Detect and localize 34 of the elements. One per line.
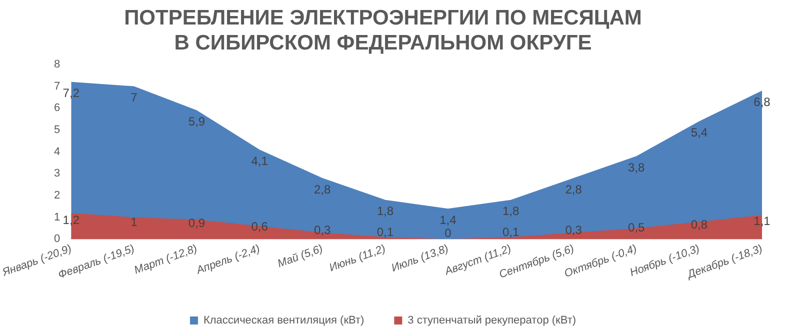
y-tick-label: 4 (54, 146, 60, 158)
data-label: 0 (444, 226, 452, 240)
data-label: 1 (130, 215, 138, 230)
data-label: 0,8 (690, 217, 708, 232)
data-label: 2,8 (565, 182, 582, 196)
data-label: 1,4 (440, 212, 457, 227)
data-label: 5,9 (188, 114, 206, 129)
data-label: 7 (130, 90, 138, 105)
legend-label: 3 ступенчатый рекуператор (кВт) (408, 314, 576, 327)
y-tick-label: 7 (54, 80, 60, 92)
y-tick-label: 2 (54, 190, 60, 202)
y-tick-label: 6 (54, 102, 60, 114)
chart-title: ПОТРЕБЛЕНИЕ ЭЛЕКТРОЭНЕРГИИ ПО МЕСЯЦАМ В СИБИРСКОМ ФЕДЕРАЛЬНОМ ОКРУГЕ (124, 6, 642, 55)
x-tick-label: Май (5,6) (276, 242, 324, 270)
y-tick-label: 1 (54, 211, 60, 224)
data-label: 6,8 (754, 94, 771, 109)
data-label: 0,1 (502, 224, 520, 239)
data-label: 2,8 (314, 182, 332, 196)
x-tick-label: Июнь (11,2) (328, 242, 388, 274)
data-label: 1,2 (62, 212, 80, 227)
data-label: 3,8 (628, 160, 646, 174)
y-tick-label: 5 (54, 124, 60, 136)
data-label: 4,1 (251, 154, 268, 168)
y-tick-label: 0 (54, 233, 60, 246)
data-label: 1,8 (502, 204, 520, 218)
data-label: 0,3 (565, 222, 582, 237)
y-tick-label: 3 (54, 168, 60, 180)
legend-label: Классическая вентиляция (кВт) (203, 314, 364, 327)
data-label: 5,4 (690, 126, 708, 140)
data-label: 0,9 (188, 216, 206, 230)
data-label: 0,3 (314, 222, 332, 237)
y-tick-label: 8 (54, 58, 60, 70)
data-label: 1,8 (376, 204, 394, 218)
data-label: 0,1 (376, 224, 394, 239)
